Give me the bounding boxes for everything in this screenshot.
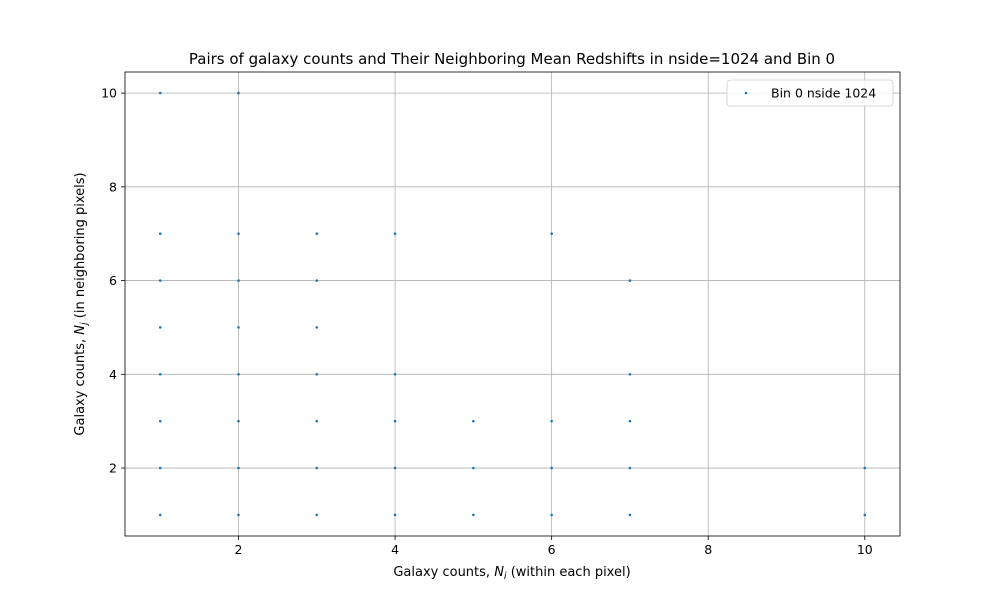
grid [125, 72, 900, 536]
y-tick-label: 8 [109, 179, 117, 194]
scatter-point [863, 513, 867, 517]
x-tick-label: 8 [704, 542, 712, 557]
legend-marker [744, 91, 748, 95]
scatter-point [237, 419, 240, 423]
scatter-point [237, 326, 240, 329]
scatter-point [158, 326, 162, 329]
legend-box [726, 79, 894, 107]
scatter-point [237, 91, 240, 95]
x-tick-label: 10 [857, 542, 873, 557]
scatter-point [393, 232, 397, 235]
scatter-point [315, 326, 319, 329]
scatter-point [315, 513, 319, 517]
scatter-point [158, 466, 162, 470]
y-axis-label: Galaxy counts, Nj (in neighboring pixels… [73, 172, 90, 435]
scatter-point [628, 419, 632, 423]
scatter-point [158, 373, 162, 376]
legend: Bin 0 nside 1024 [726, 79, 894, 107]
plot-frame [124, 71, 901, 537]
scatter-point [472, 419, 475, 423]
scatter-point [315, 373, 319, 376]
scatter-point [315, 232, 319, 235]
x-tick-label: 6 [548, 542, 556, 557]
x-axis-label: Galaxy counts, Ni (within each pixel) [393, 565, 630, 582]
scatter-point [628, 279, 632, 282]
chart-title: Pairs of galaxy counts and Their Neighbo… [189, 50, 835, 68]
y-tick-label: 4 [109, 367, 117, 382]
scatter-point [550, 513, 553, 517]
scatter-point [628, 373, 632, 376]
scatter-point [237, 232, 240, 235]
scatter-point [863, 466, 867, 470]
scatter-point [315, 279, 319, 282]
y-tick-label: 2 [109, 461, 117, 476]
scatter-point [237, 279, 240, 282]
scatter-point [550, 419, 553, 423]
scatter-point [393, 373, 397, 376]
scatter-point [550, 466, 553, 470]
scatter-point [158, 279, 162, 282]
data-points [158, 91, 867, 517]
scatter-point [237, 373, 240, 376]
scatter-point [472, 513, 475, 517]
x-tick-label: 2 [235, 542, 243, 557]
scatter-point [393, 419, 397, 423]
x-tick-label: 4 [391, 542, 399, 557]
scatter-point [472, 466, 475, 470]
axis-ticks: 2 4 6 8 10 2 4 6 8 10 [101, 86, 873, 557]
scatter-point [158, 91, 162, 95]
scatter-point [315, 419, 319, 423]
scatter-point [628, 513, 632, 517]
scatter-point [237, 466, 240, 470]
scatter-point [158, 513, 162, 517]
scatter-point [393, 513, 397, 517]
scatter-point [315, 466, 319, 470]
y-tick-label: 6 [109, 273, 117, 288]
y-tick-label: 10 [101, 86, 117, 101]
scatter-point [628, 466, 632, 470]
scatter-point [393, 466, 397, 470]
scatter-point [158, 232, 162, 235]
scatter-point [550, 232, 553, 235]
scatter-point [158, 419, 162, 423]
scatter-point [237, 513, 240, 517]
legend-label: Bin 0 nside 1024 [771, 86, 876, 101]
